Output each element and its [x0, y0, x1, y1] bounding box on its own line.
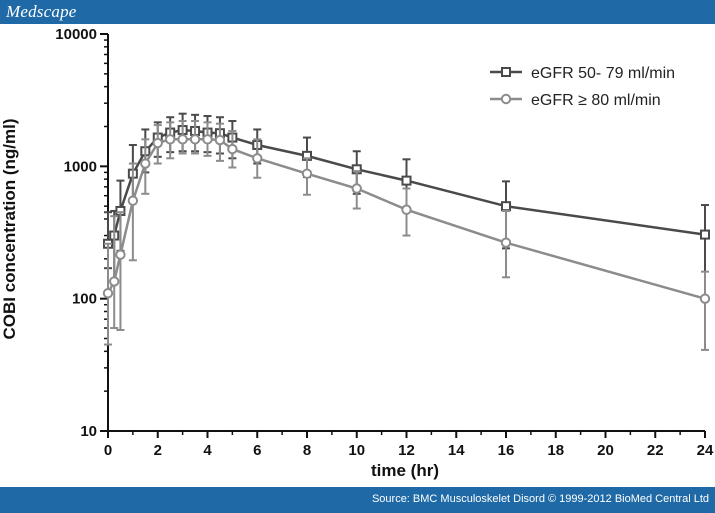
- x-tick-label: 0: [104, 442, 112, 459]
- series-line: [106, 138, 706, 300]
- legend-marker: [500, 93, 512, 105]
- data-point: [700, 229, 710, 240]
- data-point: [401, 175, 412, 186]
- legend-item: eGFR 50- 79 ml/min: [490, 65, 675, 82]
- legend-label: eGFR ≥ 80 ml/min: [531, 92, 661, 109]
- x-tick-label: 20: [597, 442, 614, 459]
- legend-marker: [501, 67, 511, 77]
- data-point: [252, 153, 263, 164]
- chart-series: [102, 112, 711, 351]
- data-point: [109, 276, 120, 287]
- data-point: [301, 168, 313, 179]
- data-point: [152, 137, 163, 149]
- x-tick-label: 6: [253, 442, 261, 459]
- y-axis-title: COBI concentration (ng/ml): [0, 119, 19, 340]
- x-tick-label: 18: [547, 442, 564, 459]
- data-point: [140, 158, 151, 169]
- brand-logo: Medscape: [6, 2, 77, 21]
- data-point: [500, 237, 512, 248]
- y-tick-label: 10: [80, 423, 97, 440]
- x-tick-label: 16: [498, 442, 515, 459]
- legend-item: eGFR ≥ 80 ml/min: [490, 92, 661, 109]
- legend-label: eGFR 50- 79 ml/min: [531, 65, 675, 82]
- y-tick-label: 10000: [55, 26, 97, 43]
- y-tick-label: 1000: [64, 158, 97, 175]
- x-tick-label: 14: [448, 442, 465, 459]
- x-tick-label: 8: [303, 442, 311, 459]
- data-point: [164, 134, 176, 145]
- data-point: [214, 134, 226, 146]
- x-tick-label: 2: [154, 442, 162, 459]
- data-point: [177, 134, 188, 145]
- data-point: [115, 249, 126, 260]
- x-tick-label: 22: [647, 442, 664, 459]
- x-tick-label: 12: [398, 442, 415, 459]
- data-point: [401, 204, 412, 215]
- x-tick-label: 24: [697, 442, 714, 459]
- y-tick-label: 100: [72, 291, 97, 308]
- source-credit: Source: BMC Musculoskelet Disord © 1999-…: [371, 493, 709, 505]
- data-point: [699, 293, 711, 304]
- data-point: [227, 143, 238, 155]
- series-line: [106, 128, 706, 245]
- data-point: [189, 134, 201, 145]
- data-point: [202, 134, 213, 145]
- data-point: [127, 195, 139, 206]
- header-bar: Medscape: [0, 0, 715, 24]
- chart-legend: eGFR 50- 79 ml/min eGFR ≥ 80 ml/min: [490, 65, 675, 109]
- footer-bar: Source: BMC Musculoskelet Disord © 1999-…: [0, 487, 715, 513]
- series-2: [102, 120, 711, 351]
- data-point: [102, 287, 114, 299]
- data-point: [351, 183, 362, 194]
- data-point: [501, 201, 511, 212]
- x-tick-label: 10: [348, 442, 365, 459]
- x-axis-title: time (hr): [371, 461, 439, 480]
- x-tick-label: 4: [203, 442, 212, 459]
